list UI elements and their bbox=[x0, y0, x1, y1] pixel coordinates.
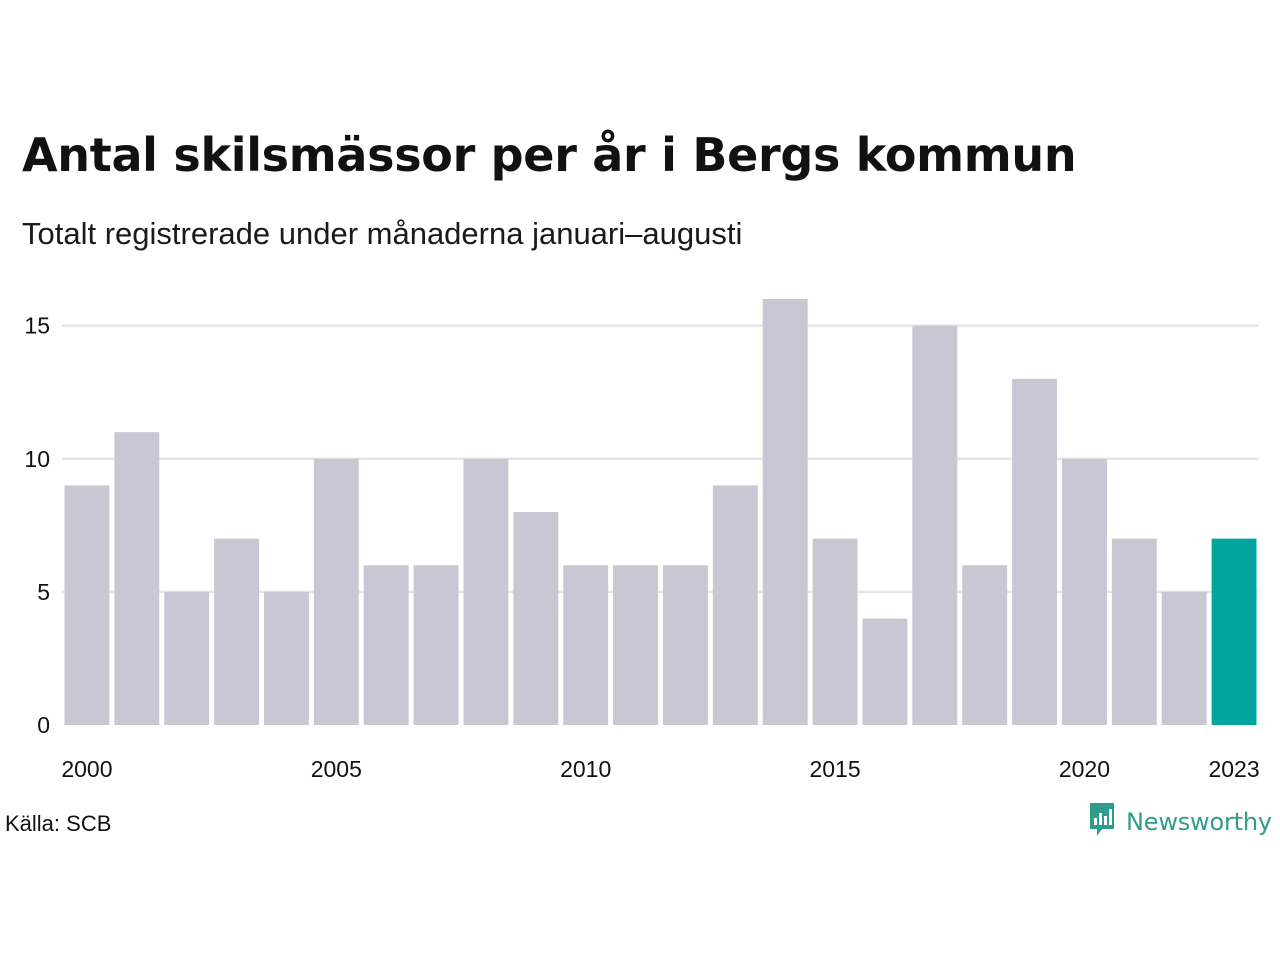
bars bbox=[64, 299, 1257, 725]
bar-2013 bbox=[712, 485, 758, 725]
bar-2018 bbox=[962, 565, 1008, 725]
x-tick-label: 2023 bbox=[1208, 756, 1259, 782]
y-tick-label: 0 bbox=[37, 712, 50, 738]
x-axis-ticks: 2000 2005 2010 2015 2020 2023 bbox=[61, 756, 1259, 782]
x-tick-label: 2000 bbox=[61, 756, 112, 782]
brand-logo: Newsworthy bbox=[1088, 801, 1272, 844]
bar-2014 bbox=[762, 299, 808, 725]
x-tick-label: 2010 bbox=[560, 756, 611, 782]
bar-chart: 0 5 10 15 2000 2005 2010 2015 2020 2023 bbox=[24, 299, 1260, 782]
bar-2021 bbox=[1111, 538, 1157, 725]
y-tick-label: 15 bbox=[24, 313, 50, 339]
bar-2008 bbox=[463, 458, 509, 725]
bar-2007 bbox=[413, 565, 459, 725]
bar-2016 bbox=[862, 618, 908, 725]
newsworthy-logo-icon bbox=[1088, 801, 1116, 844]
bar-2005 bbox=[313, 458, 359, 725]
bar-2019 bbox=[1012, 378, 1057, 725]
bar-2011 bbox=[613, 565, 658, 725]
page-subtitle: Totalt registrerade under månaderna janu… bbox=[22, 216, 743, 251]
page-title: Antal skilsmässor per år i Bergs kommun bbox=[22, 128, 1077, 182]
y-tick-label: 10 bbox=[24, 446, 50, 472]
y-tick-label: 5 bbox=[37, 579, 50, 605]
bar-2009 bbox=[513, 512, 559, 725]
bar-2004 bbox=[264, 591, 309, 725]
bar-2022 bbox=[1161, 591, 1207, 725]
x-tick-label: 2005 bbox=[311, 756, 362, 782]
bar-2001 bbox=[114, 432, 160, 725]
bar-2003 bbox=[214, 538, 259, 725]
bar-2006 bbox=[363, 565, 409, 725]
brand-name: Newsworthy bbox=[1126, 808, 1272, 836]
y-axis-ticks: 0 5 10 15 bbox=[24, 313, 50, 738]
x-tick-label: 2020 bbox=[1059, 756, 1110, 782]
source-note: Källa: SCB bbox=[5, 811, 112, 836]
bar-2010 bbox=[563, 565, 609, 725]
bar-2000 bbox=[64, 485, 110, 725]
bar-2015 bbox=[812, 538, 858, 725]
grid-lines bbox=[62, 324, 1259, 594]
bar-2002 bbox=[164, 591, 210, 725]
bar-2020 bbox=[1062, 458, 1107, 725]
bar-2023 bbox=[1211, 538, 1257, 725]
bar-2012 bbox=[663, 565, 708, 725]
bar-2017 bbox=[912, 325, 958, 725]
x-tick-label: 2015 bbox=[809, 756, 860, 782]
